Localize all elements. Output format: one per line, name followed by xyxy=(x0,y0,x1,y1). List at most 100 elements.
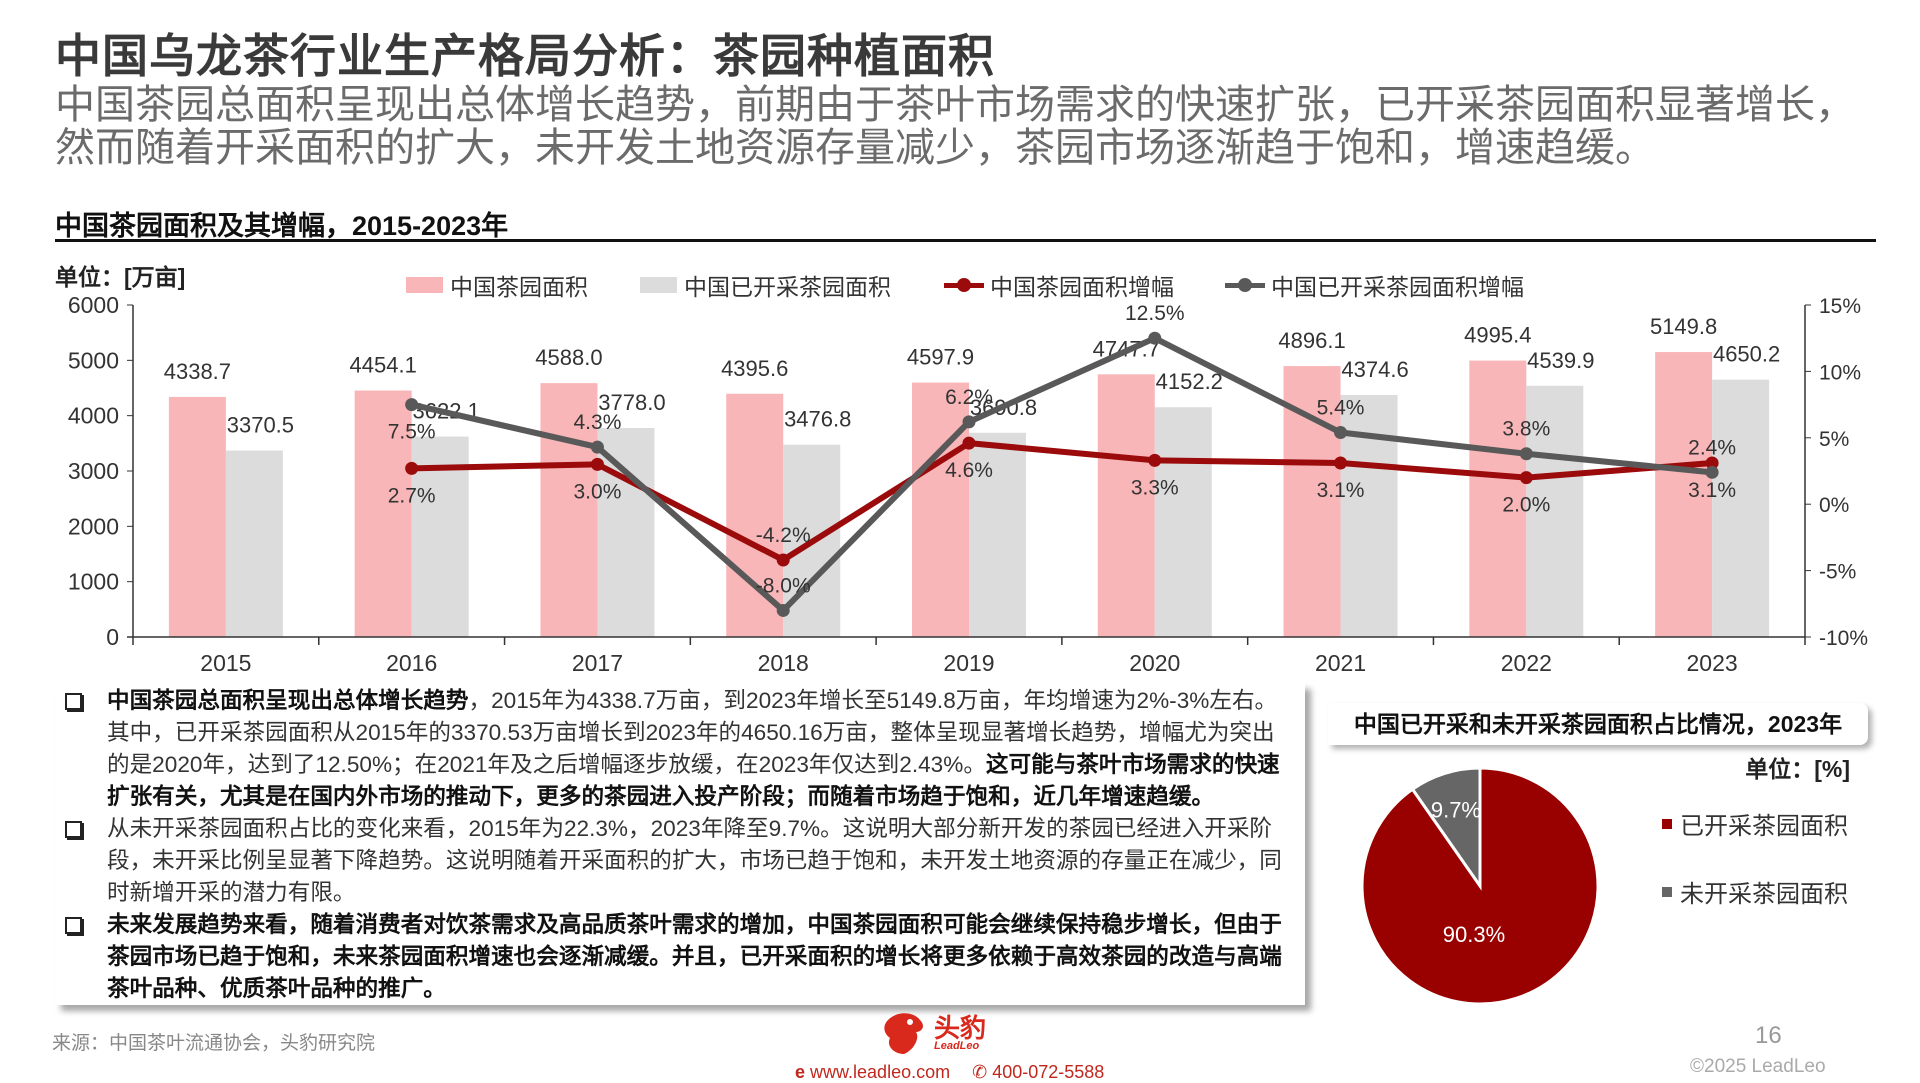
y-right-tick-label: -5% xyxy=(1819,561,1856,584)
legend-label: 中国已开采茶园面积 xyxy=(684,274,891,300)
phone-icon: ✆ xyxy=(972,1062,988,1082)
legend-line-red xyxy=(944,277,984,292)
pie-slice-harvested xyxy=(1360,766,1600,1006)
y-right-tick-label: 0% xyxy=(1819,494,1849,517)
y-left-tick-label: 2000 xyxy=(68,513,119,539)
y-left-tick-label: 3000 xyxy=(68,458,119,484)
bar-label-harvested-area: 3476.8 xyxy=(784,407,851,432)
bar-total-area xyxy=(1097,374,1155,637)
bar-label-harvested-area: 4374.6 xyxy=(1341,357,1408,382)
point-harvested-growth xyxy=(1705,465,1719,479)
globe-icon: e xyxy=(795,1062,806,1082)
subtitle-line-2: 然而随着开采面积的扩大，未开发土地资源存量减少，茶园市场逐渐趋于饱和，增速趋缓。 xyxy=(55,126,1655,170)
x-tick-label: 2015 xyxy=(200,650,251,676)
legend-item-total-growth: 中国茶园面积增幅 xyxy=(944,268,1174,302)
bullet-1: 中国茶园总面积呈现出总体增长趋势，2015年为4338.7万亩，到2023年增长… xyxy=(107,685,1297,813)
bar-label-harvested-area: 4152.2 xyxy=(1156,369,1223,394)
bar-label-total-area: 4338.7 xyxy=(164,359,231,384)
bar-total-area xyxy=(354,390,412,637)
bar-harvested-area xyxy=(1154,407,1212,637)
point-total-growth xyxy=(1148,453,1162,467)
legend-label: 中国已开采茶园面积增幅 xyxy=(1271,274,1524,300)
bullet-2: 从未开采茶园面积占比的变化来看，2015年为22.3%，2023年降至9.7%。… xyxy=(107,816,1282,905)
x-tick-label: 2019 xyxy=(943,650,994,676)
phone-number: ✆ 400-072-5588 xyxy=(972,1062,1104,1083)
phone-text: 400-072-5588 xyxy=(992,1062,1105,1082)
bar-label-harvested-area: 4650.2 xyxy=(1713,342,1780,367)
point-label-harvested-growth: -8.0% xyxy=(756,574,811,597)
bar-total-area xyxy=(540,383,598,637)
chart-unit-label: 单位：[万亩] xyxy=(55,264,186,290)
pie-legend-unharvested: 未开采茶园面积 xyxy=(1662,874,1848,909)
x-tick-label: 2022 xyxy=(1501,650,1552,676)
legend-item-harvested-growth: 中国已开采茶园面积增幅 xyxy=(1225,268,1524,302)
bar-harvested-area xyxy=(1526,385,1584,637)
bar-harvested-area xyxy=(597,427,655,637)
y-right-tick-label: 10% xyxy=(1819,361,1861,384)
title-divider xyxy=(55,239,1876,242)
legend-item-harvested-area: 中国已开采茶园面积 xyxy=(640,268,891,302)
legend-line-gray xyxy=(1225,277,1265,292)
y-left-tick-label: 6000 xyxy=(68,292,119,318)
x-tick-label: 2018 xyxy=(758,650,809,676)
y-right-tick-label: -10% xyxy=(1819,627,1868,650)
website-link[interactable]: e www.leadleo.com xyxy=(795,1062,950,1083)
legend-label: 中国茶园面积 xyxy=(450,274,588,300)
y-right-tick-label: 5% xyxy=(1819,428,1849,451)
point-total-growth xyxy=(1705,456,1719,470)
bar-label-total-area: 4896.1 xyxy=(1278,328,1345,353)
legend-swatch-gray xyxy=(1662,886,1672,897)
pie-unit-label: 单位：[%] xyxy=(1745,756,1850,782)
bullet-1-text: ，2015年为4338.7万亩，到2023年增长至5149.8万亩，年均增速为2… xyxy=(107,688,1278,777)
bar-harvested-area xyxy=(969,432,1026,637)
bar-label-total-area: 4597.9 xyxy=(907,345,974,370)
bar-label-total-area: 4995.4 xyxy=(1464,323,1531,348)
point-harvested-growth xyxy=(962,415,976,429)
checkbox-bullet-icon xyxy=(65,917,82,934)
point-harvested-growth xyxy=(590,440,604,454)
point-total-growth xyxy=(1334,456,1348,470)
point-label-total-growth: 3.1% xyxy=(1688,479,1736,502)
legend-item-total-area: 中国茶园面积 xyxy=(406,268,588,302)
point-total-growth xyxy=(1519,471,1533,485)
x-tick-label: 2016 xyxy=(386,650,437,676)
point-label-total-growth: 2.7% xyxy=(388,484,436,507)
bar-label-total-area: 4395.6 xyxy=(721,356,788,381)
page-number: 16 xyxy=(1755,1022,1782,1049)
pie-label-harvested: 90.3% xyxy=(1443,922,1505,947)
bar-label-harvested-area: 3778.0 xyxy=(598,390,665,415)
point-harvested-growth xyxy=(1148,331,1162,345)
y-left-tick-label: 1000 xyxy=(68,569,119,595)
chart-title: 中国茶园面积及其增幅，2015-2023年 xyxy=(55,211,509,241)
legend-swatch-red xyxy=(1662,818,1672,829)
x-tick-label: 2023 xyxy=(1687,650,1738,676)
bar-label-harvested-area: 3370.5 xyxy=(227,412,294,437)
leadleo-logo: 头豹 LeadLeo xyxy=(880,1010,986,1056)
bar-total-area xyxy=(726,393,784,637)
bar-total-area xyxy=(1655,352,1713,637)
y-right-tick-label: 15% xyxy=(1819,295,1861,318)
copyright: ©2025 LeadLeo xyxy=(1690,1056,1826,1077)
legend-swatch-gray xyxy=(640,277,677,293)
bullet-3-text: 未来发展趋势来看，随着消费者对饮茶需求及高品质茶叶需求的增加，中国茶园面积可能会… xyxy=(107,912,1282,1001)
page-title: 中国乌龙茶行业生产格局分析：茶园种植面积 xyxy=(55,30,995,82)
bar-label-total-area: 4588.0 xyxy=(535,345,602,370)
point-label-total-growth: 3.1% xyxy=(1317,479,1365,502)
legend-label: 已开采茶园面积 xyxy=(1680,813,1848,840)
point-harvested-growth xyxy=(1519,447,1533,461)
bullet-1-lead: 中国茶园总面积呈现出总体增长趋势 xyxy=(107,688,469,713)
legend-swatch-pink xyxy=(406,277,443,293)
bar-harvested-area xyxy=(1712,379,1770,637)
page-subtitle: 中国茶园总面积呈现出总体增长趋势，前期由于茶叶市场需求的快速扩张，已开采茶园面积… xyxy=(55,84,1895,170)
pie-chart-title: 中国已开采和未开采茶园面积占比情况，2023年 xyxy=(1328,703,1868,745)
bar-harvested-area xyxy=(225,450,283,637)
point-label-total-growth: 3.3% xyxy=(1131,476,1179,499)
leopard-logo-icon xyxy=(884,1013,923,1054)
point-total-growth xyxy=(776,553,790,567)
contact-info: e www.leadleo.com ✆ 400-072-5588 xyxy=(795,1062,1104,1083)
point-label-total-growth: 3.0% xyxy=(574,480,622,503)
checkbox-bullet-icon xyxy=(65,821,82,838)
bullet-3: 未来发展趋势来看，随着消费者对饮茶需求及高品质茶叶需求的增加，中国茶园面积可能会… xyxy=(107,909,1297,1005)
bar-label-harvested-area: 4539.9 xyxy=(1527,348,1594,373)
